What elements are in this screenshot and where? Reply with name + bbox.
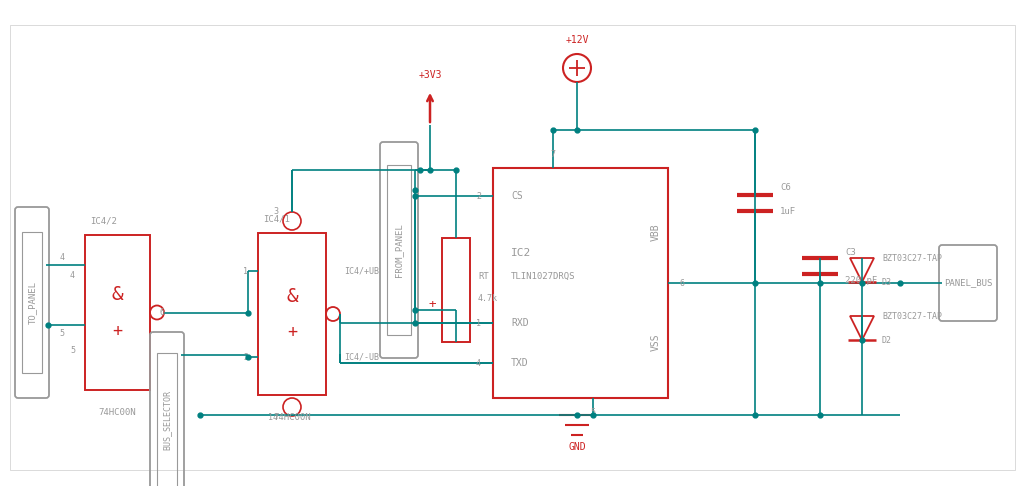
Text: 5: 5 [70, 346, 75, 354]
Text: 220 pF: 220 pF [845, 276, 877, 284]
Text: &: & [112, 285, 123, 304]
Text: IC4/+UB: IC4/+UB [344, 266, 379, 276]
Text: TLIN1027DRQS: TLIN1027DRQS [511, 272, 575, 280]
Text: RXD: RXD [511, 318, 529, 328]
Bar [387, 165, 411, 335]
Text: BZT03C27-TAP: BZT03C27-TAP [882, 312, 942, 320]
Text: IC2: IC2 [511, 248, 531, 258]
Text: &: & [286, 287, 298, 306]
Text: 5: 5 [590, 407, 596, 417]
Text: IC4/1: IC4/1 [263, 214, 290, 224]
Text: TXD: TXD [511, 358, 529, 368]
Text: 4: 4 [70, 271, 75, 279]
Text: 3: 3 [273, 207, 278, 215]
Text: 2: 2 [243, 352, 248, 362]
Text: 1: 1 [243, 266, 248, 276]
Text: 6: 6 [680, 278, 685, 288]
Bar [493, 168, 668, 398]
Text: FROM_PANEL: FROM_PANEL [395, 223, 404, 277]
Text: VBB: VBB [651, 223, 661, 241]
Text: 74HC00N: 74HC00N [274, 413, 311, 421]
Text: 5: 5 [59, 329, 65, 337]
Text: +: + [113, 322, 123, 340]
Text: 14: 14 [268, 413, 278, 421]
Text: VSS: VSS [651, 333, 661, 350]
Text: D2: D2 [882, 335, 892, 345]
Text: 6: 6 [160, 308, 165, 317]
Text: IC4/2: IC4/2 [90, 216, 117, 226]
Text: 4.7k: 4.7k [478, 294, 498, 302]
Text: +: + [287, 323, 297, 341]
Text: C3: C3 [845, 247, 856, 257]
Bar [258, 233, 326, 395]
Text: D3: D3 [882, 278, 892, 287]
Text: IC4/-UB: IC4/-UB [344, 352, 379, 362]
Bar [442, 238, 470, 342]
Bar [22, 232, 42, 373]
Text: BZT03C27-TAP: BZT03C27-TAP [882, 254, 942, 262]
Text: PANEL_BUS: PANEL_BUS [944, 278, 992, 288]
Text: RT: RT [478, 272, 489, 280]
Text: 2: 2 [476, 191, 481, 201]
Text: BUS_SELECTOR: BUS_SELECTOR [163, 390, 171, 450]
Text: CS: CS [511, 191, 523, 201]
Text: +: + [428, 297, 436, 311]
Text: 4: 4 [476, 359, 481, 367]
Text: GND: GND [568, 442, 586, 452]
Text: 4: 4 [59, 253, 65, 261]
Text: 1: 1 [476, 318, 481, 328]
Text: 74HC00N: 74HC00N [98, 407, 136, 417]
Text: TO_PANEL: TO_PANEL [28, 281, 37, 324]
Bar [85, 235, 150, 390]
Text: 7: 7 [550, 150, 556, 158]
Text: C6: C6 [780, 183, 790, 191]
Text: +12V: +12V [565, 35, 588, 45]
Text: +3V3: +3V3 [418, 70, 442, 80]
Text: 1uF: 1uF [780, 207, 796, 215]
Bar [157, 353, 177, 486]
